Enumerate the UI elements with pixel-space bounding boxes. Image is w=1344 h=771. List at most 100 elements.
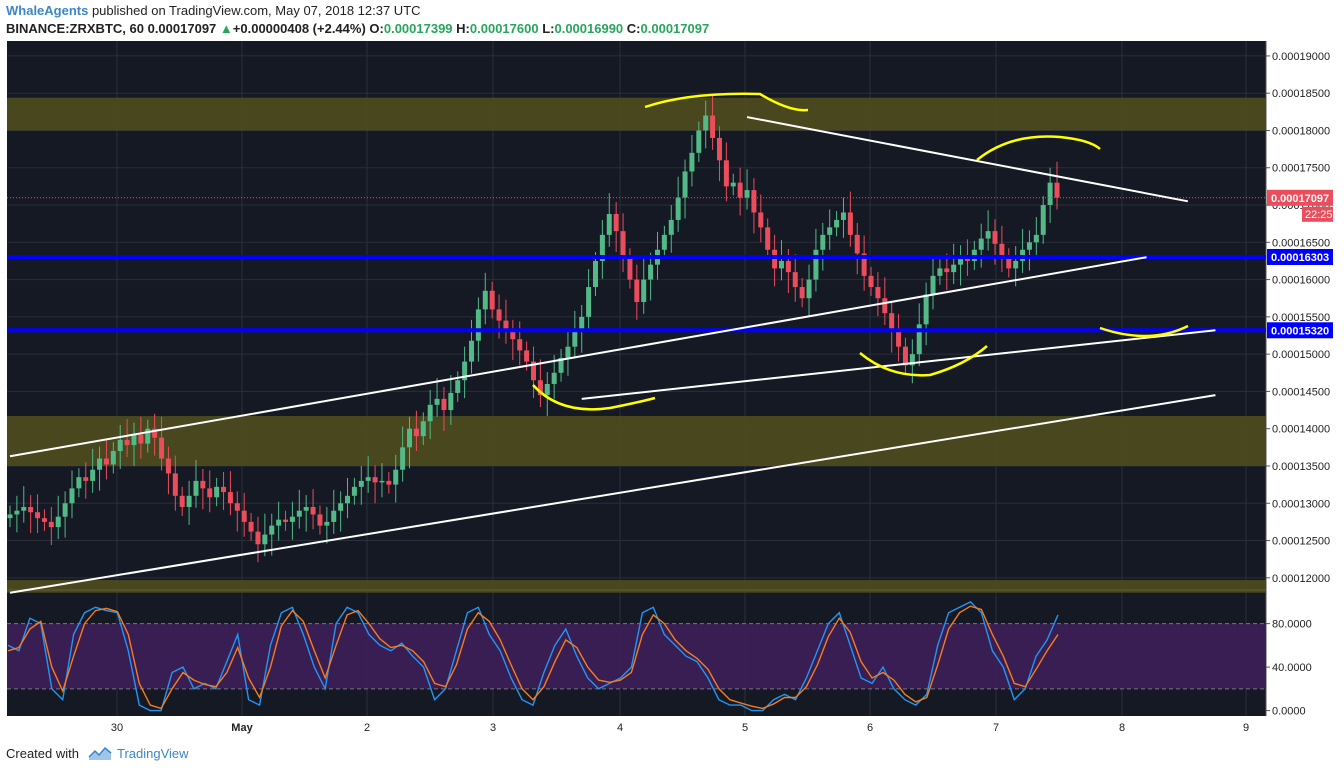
candle-body [544, 383, 550, 396]
candle-body [806, 279, 812, 299]
candle-body [937, 268, 943, 276]
candle-body [145, 428, 151, 444]
candle-body [14, 510, 20, 515]
open-label: O: [369, 21, 384, 36]
candle-body [847, 212, 853, 235]
candle-body [303, 506, 309, 511]
candle-body [489, 290, 495, 310]
candle-body [269, 525, 275, 535]
candle-body [868, 275, 874, 288]
x-tick-label: 5 [742, 722, 748, 734]
candle-body [379, 480, 385, 483]
candle-body [834, 219, 840, 228]
author-link[interactable]: WhaleAgents [6, 3, 89, 18]
candle-body [276, 519, 282, 526]
stoch-y-tick-label: 80.0000 [1272, 619, 1312, 631]
support-price-tag [1267, 322, 1333, 339]
candle-body [668, 219, 674, 235]
candle-body [351, 486, 357, 496]
y-tick-label: 0.00012500 [1272, 536, 1330, 548]
y-tick-label: 0.00019000 [1272, 51, 1330, 63]
candle-body [434, 398, 440, 405]
candle-body [496, 309, 502, 321]
candle-body [944, 268, 950, 273]
candle-body [310, 506, 316, 515]
candle-body [792, 272, 798, 288]
low-label: L: [542, 21, 555, 36]
candle-body [420, 421, 426, 437]
candle-body [875, 287, 881, 299]
candle-body [221, 486, 227, 493]
candle-body [627, 257, 633, 280]
tradingview-link[interactable]: TradingView [117, 746, 189, 761]
candle-body [820, 234, 826, 250]
candle-body [1054, 182, 1060, 198]
candle-body [813, 249, 819, 280]
candle-body [778, 260, 784, 269]
candle-body [964, 257, 970, 261]
candle-body [103, 458, 109, 465]
candle-body [283, 519, 289, 522]
candle-body [634, 279, 640, 302]
close-value: 0.00017097 [640, 21, 710, 36]
candle-body [289, 516, 295, 522]
y-tick-label: 0.00014000 [1272, 424, 1330, 436]
candle-body [854, 234, 860, 254]
candle-body [427, 404, 433, 422]
candle-body [772, 249, 778, 269]
x-tick-label: 7 [993, 722, 999, 734]
candle-body [138, 434, 144, 444]
candle-body [696, 130, 702, 153]
candle-body [28, 506, 34, 513]
candle-body [861, 253, 867, 276]
candle-body [840, 212, 846, 220]
candle-body [592, 260, 598, 288]
candle-body [469, 340, 475, 362]
candle-body [1040, 205, 1046, 235]
candle-body [923, 294, 929, 325]
candle-body [241, 510, 247, 522]
y-tick-label: 0.00017500 [1272, 163, 1330, 175]
candle-body [207, 488, 213, 498]
candle-body [1013, 260, 1019, 269]
candle-body [586, 287, 592, 317]
candle-body [186, 495, 192, 507]
candle-body [76, 477, 82, 489]
candle-body [551, 372, 557, 384]
candle-body [393, 469, 399, 485]
candle-body [537, 380, 543, 396]
low-value: 0.00016990 [554, 21, 624, 36]
x-tick-label: 4 [617, 722, 623, 734]
candle-body [358, 480, 364, 487]
candle-body [613, 213, 619, 232]
close-label: C: [626, 21, 641, 36]
yellow-annotation [1099, 324, 1189, 338]
support-price-label: 0.00015320 [1271, 325, 1329, 337]
resistance-zone [7, 97, 1266, 131]
y-tick-label: 0.00016000 [1272, 275, 1330, 287]
candle-body [55, 516, 61, 528]
x-tick-label: 2 [364, 722, 370, 734]
x-tick-label: 3 [490, 722, 496, 734]
open-value: 0.00017399 [383, 21, 453, 36]
yellow-annotation [532, 384, 656, 411]
high-value: 0.00017600 [469, 21, 539, 36]
candle-body [110, 451, 116, 465]
candle-body [751, 190, 757, 213]
up-triangle-icon: ▲ [219, 21, 233, 36]
candle-body [799, 287, 805, 299]
countdown-tag [1302, 206, 1333, 222]
trendline [581, 329, 1216, 400]
candle-body [620, 231, 626, 258]
y-tick-label: 0.00015500 [1272, 312, 1330, 324]
candle-body [386, 480, 392, 485]
candle-body [599, 234, 605, 261]
candle-body [703, 115, 709, 131]
x-tick-label: May [231, 722, 253, 734]
current-price-label: 0.00017097 [1271, 193, 1329, 205]
stoch-d-line [7, 605, 1059, 710]
candle-body [338, 503, 344, 511]
change-value: +0.00000408 (+2.44%) [232, 21, 366, 36]
candle-body [255, 531, 261, 545]
